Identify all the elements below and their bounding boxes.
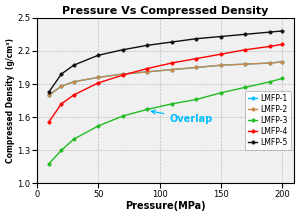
LMFP-1 bbox=[170, 68, 174, 71]
X-axis label: Pressure(MPa): Pressure(MPa) bbox=[125, 201, 206, 211]
LMFP-2 bbox=[121, 73, 124, 75]
Line: LMFP-5: LMFP-5 bbox=[47, 29, 284, 94]
Line: LMFP-3: LMFP-3 bbox=[47, 77, 284, 165]
LMFP-4 bbox=[268, 45, 272, 48]
LMFP-1 bbox=[280, 61, 284, 63]
LMFP-4 bbox=[47, 120, 51, 123]
LMFP-5 bbox=[47, 90, 51, 93]
LMFP-3 bbox=[170, 103, 174, 105]
LMFP-4 bbox=[170, 62, 174, 64]
LMFP-3 bbox=[280, 77, 284, 80]
Title: Pressure Vs Compressed Density: Pressure Vs Compressed Density bbox=[62, 6, 269, 16]
LMFP-2 bbox=[47, 94, 51, 96]
LMFP-5 bbox=[219, 35, 223, 38]
LMFP-1 bbox=[121, 73, 124, 75]
LMFP-2 bbox=[96, 76, 100, 79]
LMFP-3 bbox=[96, 125, 100, 127]
LMFP-4 bbox=[219, 53, 223, 56]
LMFP-5 bbox=[170, 41, 174, 43]
LMFP-4 bbox=[146, 67, 149, 70]
LMFP-5 bbox=[96, 54, 100, 57]
LMFP-1 bbox=[219, 64, 223, 67]
Legend: LMFP-1, LMFP-2, LMFP-3, LMFP-4, LMFP-5: LMFP-1, LMFP-2, LMFP-3, LMFP-4, LMFP-5 bbox=[245, 91, 291, 150]
Line: LMFP-4: LMFP-4 bbox=[47, 43, 284, 123]
LMFP-1 bbox=[194, 66, 198, 69]
LMFP-3 bbox=[194, 98, 198, 101]
LMFP-1 bbox=[244, 63, 247, 65]
LMFP-5 bbox=[280, 30, 284, 32]
Line: LMFP-1: LMFP-1 bbox=[47, 60, 284, 97]
LMFP-5 bbox=[194, 37, 198, 40]
LMFP-3 bbox=[244, 86, 247, 89]
LMFP-4 bbox=[72, 94, 75, 96]
LMFP-2 bbox=[170, 68, 174, 71]
LMFP-2 bbox=[194, 66, 198, 69]
LMFP-2 bbox=[72, 81, 75, 83]
LMFP-1 bbox=[268, 62, 272, 64]
LMFP-1 bbox=[72, 81, 75, 83]
LMFP-5 bbox=[268, 31, 272, 33]
LMFP-1 bbox=[60, 85, 63, 87]
LMFP-3 bbox=[219, 92, 223, 94]
LMFP-5 bbox=[60, 73, 63, 75]
LMFP-2 bbox=[219, 64, 223, 67]
LMFP-4 bbox=[121, 74, 124, 76]
LMFP-4 bbox=[60, 103, 63, 105]
LMFP-3 bbox=[60, 149, 63, 152]
LMFP-3 bbox=[72, 138, 75, 141]
LMFP-1 bbox=[47, 94, 51, 96]
LMFP-3 bbox=[146, 108, 149, 111]
LMFP-3 bbox=[121, 115, 124, 117]
Y-axis label: Compressed Density  (g/cm³): Compressed Density (g/cm³) bbox=[6, 38, 15, 163]
Line: LMFP-2: LMFP-2 bbox=[47, 60, 284, 97]
LMFP-4 bbox=[194, 57, 198, 60]
LMFP-5 bbox=[72, 64, 75, 67]
LMFP-5 bbox=[121, 48, 124, 51]
LMFP-4 bbox=[280, 43, 284, 46]
LMFP-4 bbox=[244, 48, 247, 51]
LMFP-1 bbox=[146, 71, 149, 73]
LMFP-2 bbox=[146, 71, 149, 73]
Text: Overlap: Overlap bbox=[151, 110, 213, 123]
LMFP-3 bbox=[268, 81, 272, 83]
LMFP-2 bbox=[268, 62, 272, 64]
LMFP-5 bbox=[146, 44, 149, 47]
LMFP-1 bbox=[96, 76, 100, 79]
LMFP-3 bbox=[47, 162, 51, 165]
LMFP-5 bbox=[244, 33, 247, 36]
LMFP-4 bbox=[96, 82, 100, 84]
LMFP-2 bbox=[244, 63, 247, 65]
LMFP-2 bbox=[280, 61, 284, 63]
LMFP-2 bbox=[60, 85, 63, 87]
